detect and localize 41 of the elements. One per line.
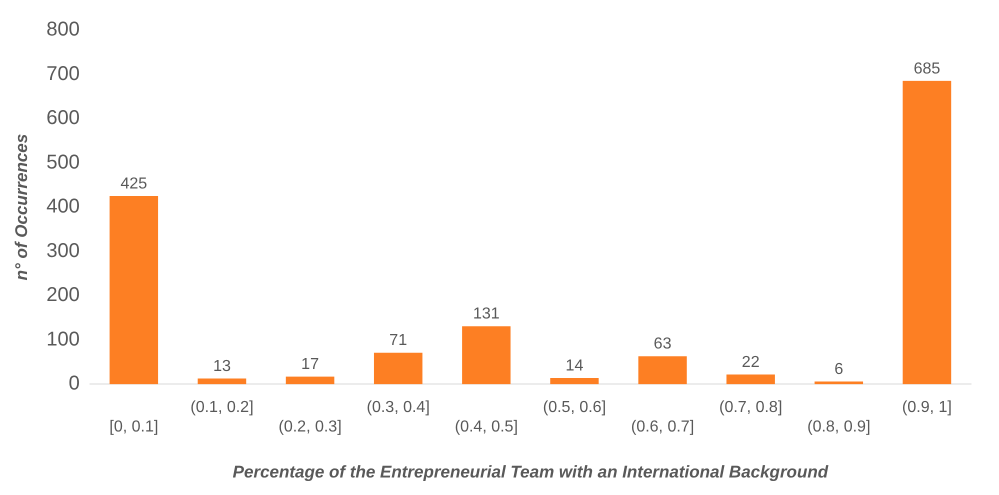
- bar: [374, 352, 422, 384]
- data-label: 425: [120, 175, 148, 192]
- bar: [638, 356, 687, 384]
- bar: [726, 374, 775, 384]
- y-tick-label: 500: [46, 151, 80, 174]
- x-tick-label: (0.9, 1]: [902, 399, 952, 416]
- x-tick-label: (0.7, 0.8]: [719, 399, 782, 416]
- y-tick-label: 700: [46, 62, 80, 85]
- data-label: 6: [834, 360, 844, 378]
- data-label: 71: [389, 332, 408, 350]
- data-label: 131: [472, 306, 500, 323]
- bar: [286, 376, 334, 384]
- y-tick-label: 200: [46, 284, 80, 306]
- y-tick-label: 0: [68, 372, 80, 395]
- x-tick-label: (0.2, 0.3]: [278, 418, 342, 436]
- y-tick-label: 300: [46, 240, 80, 262]
- x-tick-label: [0, 0.1]: [109, 418, 158, 436]
- data-label: 22: [742, 354, 760, 371]
- data-label: 63: [654, 336, 672, 353]
- x-tick-label: (0.5, 0.6]: [542, 399, 606, 416]
- x-tick-label: (0.6, 0.7]: [630, 418, 694, 436]
- x-axis-title: Percentage of the Entrepreneurial Team with an International Background: [232, 462, 829, 482]
- data-label: 685: [914, 60, 940, 78]
- data-label: 17: [301, 356, 320, 374]
- x-tick-label: (0.1, 0.2]: [190, 399, 254, 416]
- bar: [902, 80, 952, 384]
- bar: [198, 378, 246, 384]
- bar: [110, 196, 158, 384]
- bar: [550, 378, 599, 384]
- data-label: 13: [213, 358, 231, 375]
- y-tick-label: 800: [46, 18, 80, 41]
- x-tick-label: (0.4, 0.5]: [454, 418, 518, 436]
- y-tick-label: 100: [46, 328, 80, 350]
- y-tick-label: 400: [46, 196, 80, 218]
- x-tick-label: (0.8, 0.9]: [807, 418, 870, 436]
- data-label: 14: [566, 357, 584, 374]
- y-tick-label: 600: [46, 107, 80, 130]
- y-axis-title: n° of Occurrences: [12, 134, 31, 280]
- x-tick-label: (0.3, 0.4]: [366, 399, 430, 416]
- bar: [462, 326, 511, 384]
- bar: [814, 382, 864, 384]
